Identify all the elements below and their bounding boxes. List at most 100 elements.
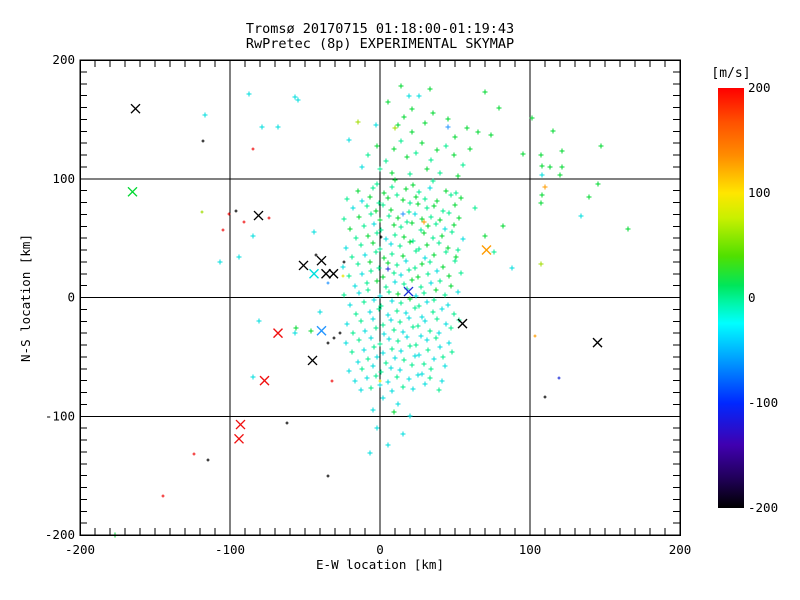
data-point: [430, 178, 436, 184]
data-point: [451, 152, 457, 158]
data-point: [380, 322, 386, 328]
data-point: [377, 382, 383, 388]
data-point: [381, 190, 387, 196]
data-point: [361, 299, 367, 305]
data-point: [404, 334, 410, 340]
data-point: [538, 261, 544, 267]
data-point: [448, 325, 454, 331]
data-point: [424, 242, 430, 248]
data-point: [344, 196, 350, 202]
small-data-point: [557, 376, 561, 380]
colorbar: [m/s] 200 100 0 -100 -200: [711, 66, 778, 515]
data-point: [443, 188, 449, 194]
data-point: [491, 249, 497, 255]
data-point: [401, 114, 407, 120]
data-point: [407, 296, 413, 302]
data-point: [455, 173, 461, 179]
cross-data-point: [127, 186, 138, 197]
data-point: [389, 346, 395, 352]
data-point: [550, 128, 556, 134]
data-point: [370, 316, 376, 322]
data-point: [217, 259, 223, 265]
data-point: [395, 122, 401, 128]
data-point: [359, 164, 365, 170]
data-point: [434, 147, 440, 153]
data-point: [358, 242, 364, 248]
data-point: [392, 355, 398, 361]
small-data-point: [161, 494, 165, 498]
y-axis-label: N-S location [km]: [18, 234, 33, 362]
data-point: [370, 185, 376, 191]
data-point: [394, 374, 400, 380]
data-point: [392, 125, 398, 131]
data-point: [356, 337, 362, 343]
data-point: [425, 271, 431, 277]
data-point: [350, 330, 356, 336]
data-point: [368, 211, 374, 217]
data-point: [488, 132, 494, 138]
data-point: [341, 292, 347, 298]
data-point: [356, 214, 362, 220]
data-point: [364, 280, 370, 286]
small-data-point: [326, 474, 330, 478]
data-point: [383, 284, 389, 290]
data-point: [370, 363, 376, 369]
data-point: [343, 340, 349, 346]
data-point: [275, 124, 281, 130]
data-point: [453, 190, 459, 196]
data-point: [389, 298, 395, 304]
data-point: [374, 230, 380, 236]
data-point: [430, 309, 436, 315]
data-point: [410, 238, 416, 244]
data-point: [388, 365, 394, 371]
data-point: [439, 233, 445, 239]
data-point: [431, 356, 437, 362]
x-tick-label: 200: [669, 542, 692, 557]
data-point: [452, 258, 458, 264]
data-point: [413, 248, 419, 254]
data-point: [472, 205, 478, 211]
data-point: [292, 330, 298, 336]
data-point: [456, 215, 462, 221]
data-point: [419, 140, 425, 146]
data-point: [398, 224, 404, 230]
data-point: [421, 230, 427, 236]
data-point: [578, 213, 584, 219]
data-point: [388, 317, 394, 323]
data-point: [378, 369, 384, 375]
data-point: [368, 385, 374, 391]
data-point: [391, 327, 397, 333]
data-point: [421, 290, 427, 296]
data-point: [409, 362, 415, 368]
data-point: [416, 189, 422, 195]
data-point: [412, 211, 418, 217]
data-point: [376, 306, 382, 312]
colorbar-tick-label: 100: [748, 185, 771, 200]
data-point: [409, 220, 415, 226]
cross-data-point: [235, 419, 246, 430]
data-point: [378, 227, 384, 233]
data-point: [347, 226, 353, 232]
small-data-point: [200, 210, 204, 214]
data-point: [344, 321, 350, 327]
small-data-point: [338, 331, 342, 335]
data-point: [442, 226, 448, 232]
data-point: [434, 316, 440, 322]
data-point: [361, 347, 367, 353]
data-point: [311, 229, 317, 235]
cross-data-point: [307, 355, 318, 366]
cross-markers: [127, 103, 603, 444]
data-point: [440, 208, 446, 214]
data-point: [386, 289, 392, 295]
data-point: [625, 226, 631, 232]
small-data-point: [378, 379, 382, 383]
y-tick-label: 200: [52, 52, 75, 67]
cross-data-point: [234, 433, 244, 444]
data-point: [430, 235, 436, 241]
data-point: [362, 252, 368, 258]
data-point: [407, 343, 413, 349]
data-point: [431, 297, 437, 303]
y-tick-label: -200: [45, 527, 75, 542]
data-point: [376, 200, 382, 206]
data-point: [424, 166, 430, 172]
